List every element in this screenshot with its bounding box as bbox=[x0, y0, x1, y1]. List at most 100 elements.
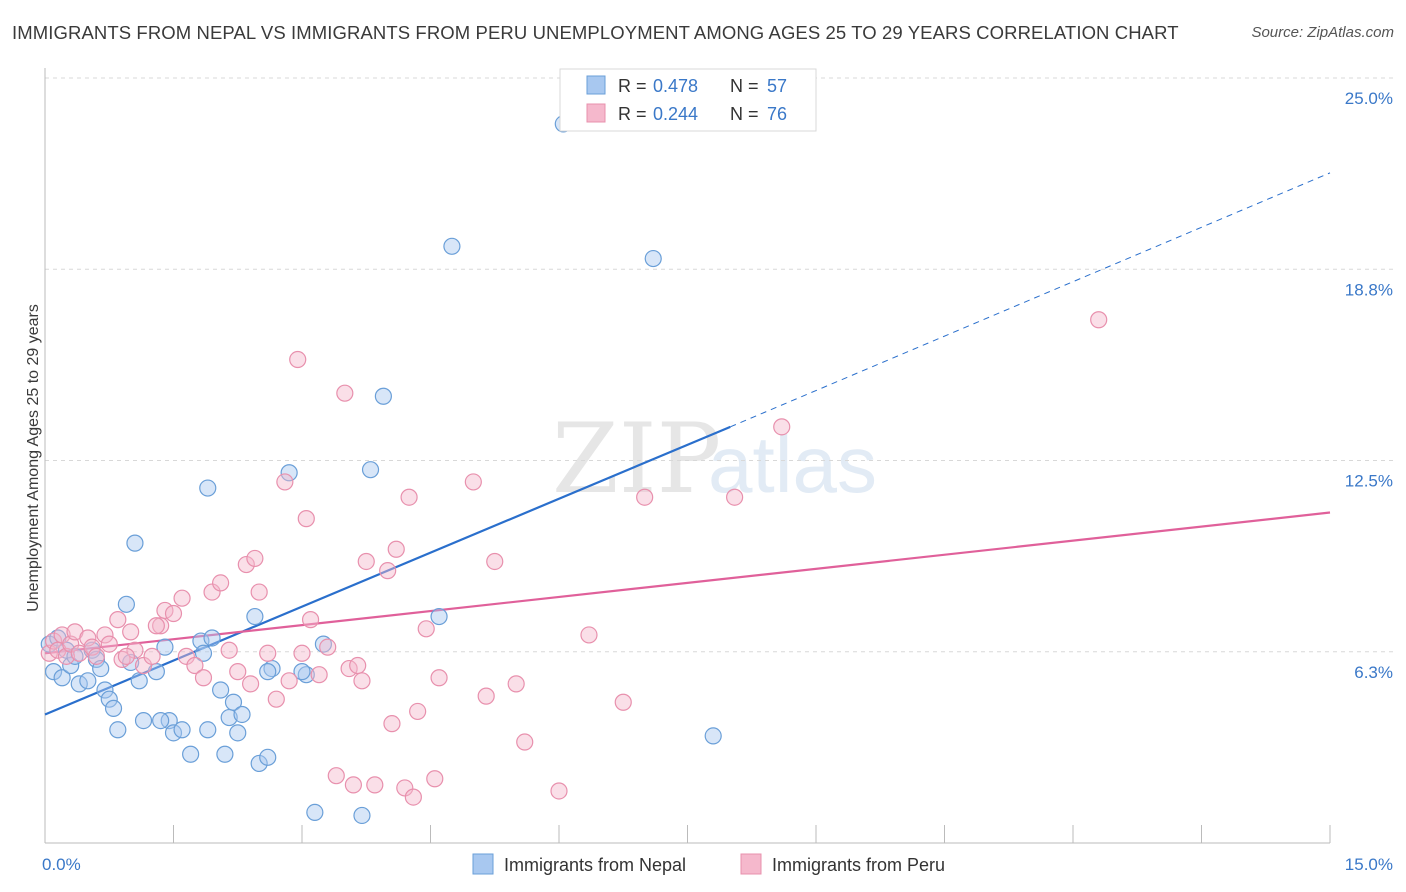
legend-n-label-peru: N = bbox=[730, 104, 759, 124]
trend-lines bbox=[44, 172, 1331, 716]
point-peru bbox=[580, 626, 598, 644]
point-peru bbox=[344, 776, 362, 794]
point-peru bbox=[349, 656, 367, 675]
point-peru bbox=[220, 641, 238, 659]
point-nepal bbox=[134, 711, 153, 730]
point-nepal bbox=[259, 748, 277, 766]
legend-swatch-peru bbox=[586, 103, 606, 123]
point-peru bbox=[126, 641, 144, 659]
point-peru bbox=[310, 666, 328, 684]
point-peru bbox=[387, 540, 405, 558]
point-nepal bbox=[199, 479, 217, 497]
point-peru bbox=[100, 635, 118, 653]
point-peru bbox=[297, 510, 315, 528]
point-peru bbox=[430, 669, 448, 687]
point-peru bbox=[516, 733, 534, 751]
trend-line-peru bbox=[44, 511, 1331, 655]
point-nepal bbox=[293, 663, 311, 681]
legend-r-value-peru: 0.244 bbox=[653, 104, 698, 124]
point-peru bbox=[246, 549, 264, 568]
point-nepal bbox=[130, 672, 148, 690]
point-peru bbox=[464, 473, 482, 491]
point-nepal bbox=[199, 721, 217, 739]
point-nepal bbox=[704, 727, 722, 745]
point-nepal bbox=[44, 663, 63, 681]
point-peru bbox=[357, 552, 375, 571]
point-peru bbox=[259, 644, 277, 662]
legend-r-label-nepal: R = bbox=[618, 76, 647, 96]
point-peru bbox=[147, 617, 165, 635]
point-nepal bbox=[194, 644, 213, 662]
point-nepal bbox=[443, 237, 461, 255]
x-tick-label-max: 15.0% bbox=[1345, 855, 1393, 874]
point-peru bbox=[242, 675, 260, 693]
point-peru bbox=[237, 555, 255, 574]
point-peru bbox=[212, 574, 230, 592]
point-nepal bbox=[224, 693, 243, 711]
point-peru bbox=[79, 629, 97, 647]
y-tick-label: 18.8% bbox=[1345, 280, 1393, 299]
point-peru bbox=[267, 690, 285, 708]
point-nepal bbox=[216, 745, 234, 763]
point-peru bbox=[122, 623, 140, 641]
point-peru bbox=[53, 626, 71, 644]
legend-n-value-peru: 76 bbox=[767, 104, 787, 124]
point-peru bbox=[301, 611, 320, 629]
point-peru bbox=[276, 473, 294, 491]
point-peru bbox=[117, 647, 135, 665]
point-peru bbox=[379, 562, 397, 580]
legend-bottom-swatch-peru bbox=[740, 853, 762, 875]
point-nepal bbox=[353, 806, 371, 825]
chart-title: IMMIGRANTS FROM NEPAL VS IMMIGRANTS FROM… bbox=[12, 22, 1179, 43]
point-nepal bbox=[233, 705, 251, 724]
point-peru bbox=[383, 715, 401, 733]
legend-r-label-peru: R = bbox=[618, 104, 647, 124]
point-peru bbox=[96, 626, 114, 644]
point-peru bbox=[773, 418, 791, 436]
y-tick-label: 25.0% bbox=[1345, 89, 1393, 108]
point-peru bbox=[426, 770, 444, 788]
legend-top: R = 0.478 N = 57 R = 0.244 N = 76 bbox=[559, 68, 817, 132]
point-nepal bbox=[280, 464, 298, 482]
point-peru bbox=[229, 663, 247, 681]
point-peru bbox=[396, 779, 414, 797]
point-nepal bbox=[173, 721, 191, 739]
y-tick-label: 6.3% bbox=[1354, 663, 1393, 682]
point-nepal bbox=[259, 663, 277, 681]
point-nepal bbox=[250, 754, 268, 773]
point-peru bbox=[164, 604, 183, 623]
point-nepal bbox=[109, 721, 127, 739]
source-label: Source: ZipAtlas.com bbox=[1251, 24, 1394, 41]
point-nepal bbox=[361, 461, 380, 479]
point-peru bbox=[477, 687, 495, 705]
point-peru bbox=[293, 644, 311, 662]
point-nepal bbox=[104, 699, 123, 717]
point-nepal bbox=[644, 249, 662, 268]
data-points bbox=[40, 115, 1108, 825]
point-nepal bbox=[152, 711, 170, 730]
point-nepal bbox=[100, 690, 118, 708]
legend-bottom-label-peru: Immigrants from Peru bbox=[772, 855, 945, 875]
point-nepal bbox=[229, 724, 247, 742]
point-nepal bbox=[79, 672, 97, 690]
legend-bottom-swatch-nepal bbox=[472, 853, 494, 875]
point-peru bbox=[366, 776, 384, 794]
trend-line-nepal bbox=[44, 425, 731, 716]
point-peru bbox=[87, 647, 106, 665]
legend-n-label-nepal: N = bbox=[730, 76, 759, 96]
point-peru bbox=[636, 488, 654, 506]
point-peru bbox=[203, 583, 221, 601]
point-peru bbox=[44, 632, 63, 650]
point-peru bbox=[400, 488, 418, 506]
point-peru bbox=[726, 488, 744, 506]
point-peru bbox=[404, 788, 422, 806]
point-nepal bbox=[374, 387, 392, 405]
point-nepal bbox=[53, 669, 71, 687]
point-nepal bbox=[182, 745, 200, 763]
legend-n-value-nepal: 57 bbox=[767, 76, 787, 96]
point-nepal bbox=[96, 681, 114, 699]
point-nepal bbox=[117, 595, 135, 613]
x-tick-label-min: 0.0% bbox=[42, 855, 81, 874]
point-peru bbox=[194, 669, 213, 687]
